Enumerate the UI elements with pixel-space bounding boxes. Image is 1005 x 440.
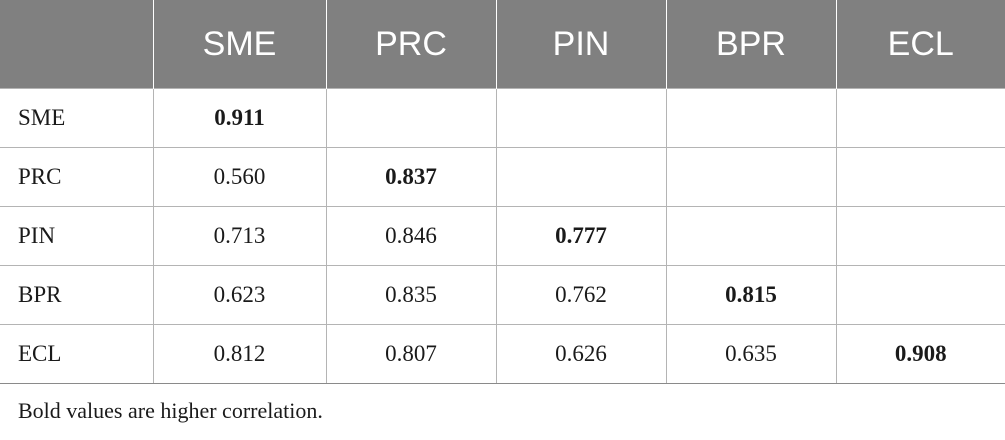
header-cell-prc: PRC <box>325 0 496 89</box>
table-cell <box>835 88 1005 148</box>
table-cell: 0.807 <box>325 324 497 384</box>
table-footnote: Bold values are higher correlation. <box>18 398 323 423</box>
table-cell: 0.762 <box>495 265 667 325</box>
table-cell <box>835 206 1005 266</box>
row-label: SME <box>0 88 154 148</box>
table-row: PIN 0.713 0.846 0.777 <box>0 206 1005 266</box>
table-row: PRC 0.560 0.837 <box>0 147 1005 207</box>
header-cell-corner <box>0 0 153 89</box>
table-cell <box>665 88 837 148</box>
table-cell: 0.815 <box>665 265 837 325</box>
table-cell <box>495 88 667 148</box>
table-cell: 0.635 <box>665 324 837 384</box>
table-cell: 0.777 <box>495 206 667 266</box>
table-cell: 0.812 <box>152 324 327 384</box>
row-label: ECL <box>0 324 154 384</box>
table-cell: 0.835 <box>325 265 497 325</box>
header-cell-sme: SME <box>152 0 326 89</box>
table-row: BPR 0.623 0.835 0.762 0.815 <box>0 265 1005 325</box>
header-cell-bpr: BPR <box>665 0 836 89</box>
correlation-table: SME PRC PIN BPR ECL SME 0.911 PRC 0.560 … <box>0 0 1005 384</box>
table-cell: 0.837 <box>325 147 497 207</box>
table-cell: 0.713 <box>152 206 327 266</box>
table-row: SME 0.911 <box>0 88 1005 148</box>
table-row: ECL 0.812 0.807 0.626 0.635 0.908 <box>0 324 1005 384</box>
table-cell: 0.908 <box>835 324 1005 384</box>
table-cell <box>665 147 837 207</box>
table-cell <box>665 206 837 266</box>
header-cell-ecl: ECL <box>835 0 1005 89</box>
table-cell <box>835 265 1005 325</box>
table-cell: 0.846 <box>325 206 497 266</box>
header-row: SME PRC PIN BPR ECL <box>0 0 1005 89</box>
table-cell: 0.623 <box>152 265 327 325</box>
table-cell <box>835 147 1005 207</box>
correlation-table-container: SME PRC PIN BPR ECL SME 0.911 PRC 0.560 … <box>0 0 1005 384</box>
table-cell <box>495 147 667 207</box>
table-cell <box>325 88 497 148</box>
row-label: PIN <box>0 206 154 266</box>
header-cell-pin: PIN <box>495 0 666 89</box>
row-label: PRC <box>0 147 154 207</box>
table-cell: 0.560 <box>152 147 327 207</box>
table-cell: 0.911 <box>152 88 327 148</box>
row-label: BPR <box>0 265 154 325</box>
table-cell: 0.626 <box>495 324 667 384</box>
